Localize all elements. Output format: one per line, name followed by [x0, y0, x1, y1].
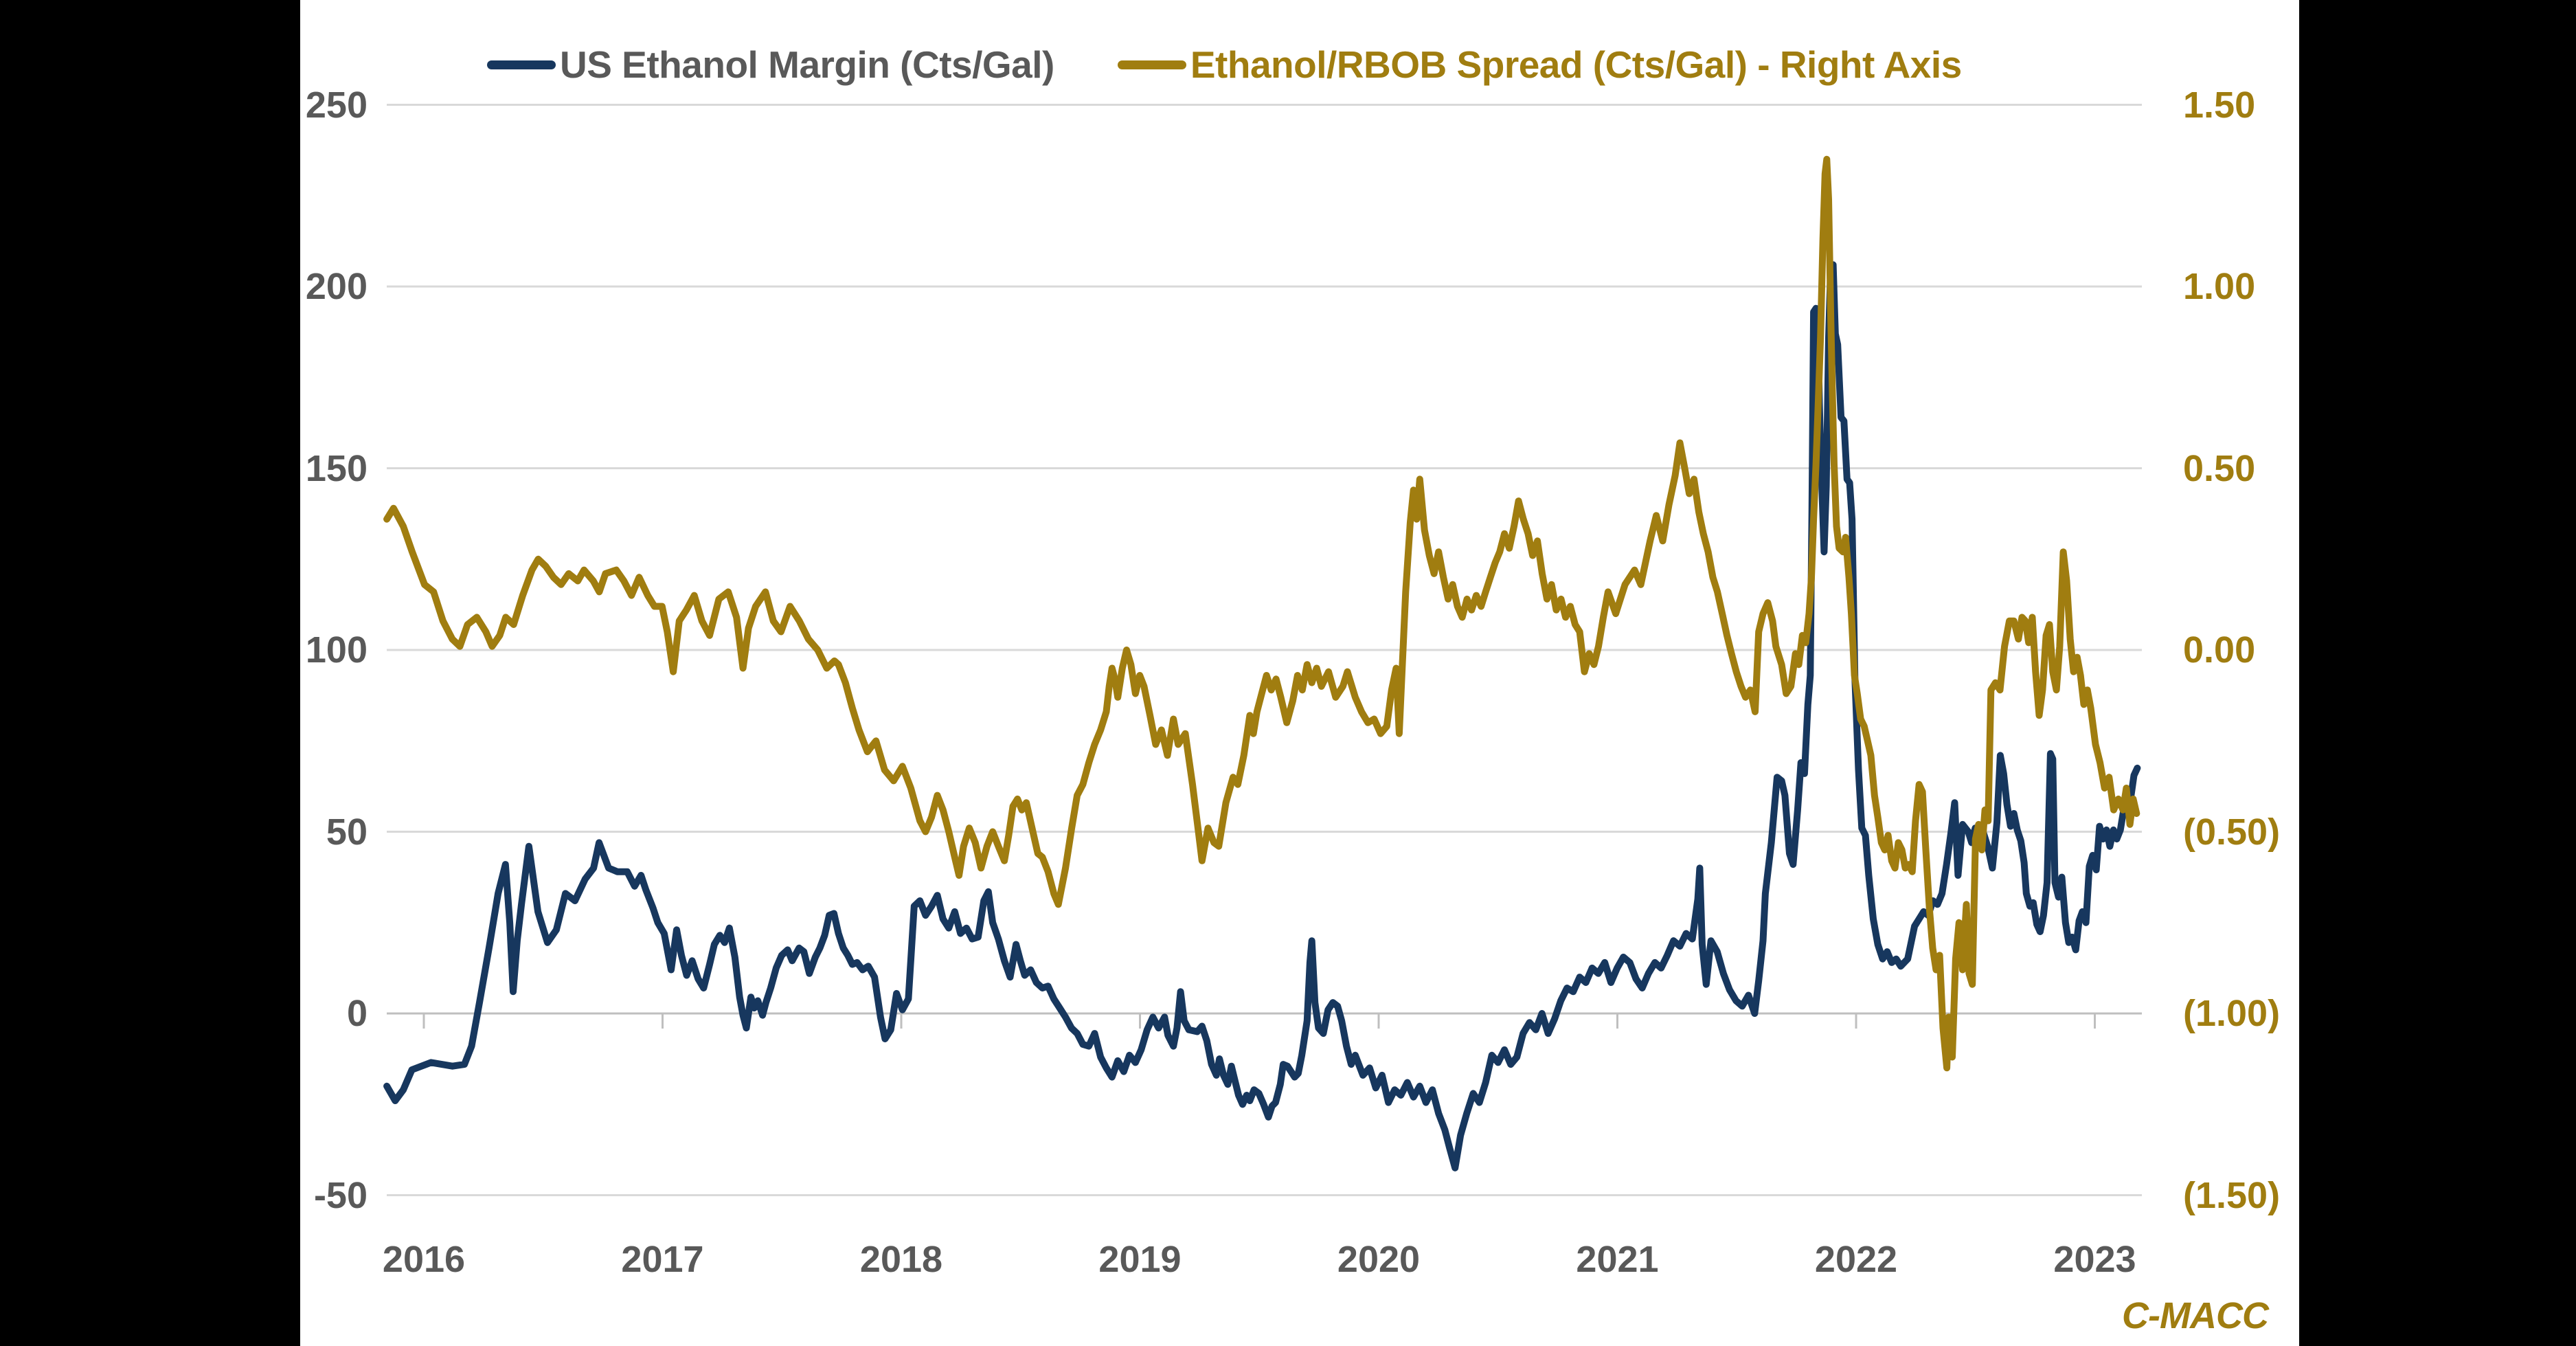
year-label-2019: 2019: [1098, 1239, 1182, 1280]
legend-item-rbob-spread: Ethanol/RBOB Spread (Cts/Gal) - Right Ax…: [1117, 43, 1962, 87]
right-axis-label-1.50: 1.50: [2183, 84, 2256, 126]
gridlines: [387, 104, 2142, 1196]
year-label-2016: 2016: [382, 1239, 466, 1280]
watermark-cmacc: C-MACC: [2122, 1295, 2269, 1336]
legend-label-rbob-spread: Ethanol/RBOB Spread (Cts/Gal) - Right Ax…: [1190, 43, 1962, 86]
right-axis-label-0.50: 0.50: [2183, 447, 2256, 489]
left-axis-label-100: 100: [305, 629, 368, 671]
year-label-2023: 2023: [2053, 1239, 2136, 1280]
legend-label-ethanol-margin: US Ethanol Margin (Cts/Gal): [560, 43, 1054, 86]
left-axis-label--50: -50: [313, 1174, 368, 1216]
right-axis-label-1.00: 1.00: [2183, 266, 2256, 307]
left-axis-label-250: 250: [305, 84, 368, 126]
year-label-2021: 2021: [1576, 1239, 1659, 1280]
series-line-ethanol-margin: [383, 261, 2141, 1171]
legend-item-ethanol-margin: US Ethanol Margin (Cts/Gal): [487, 43, 1054, 87]
left-axis-label-0: 0: [346, 993, 368, 1034]
legend: US Ethanol Margin (Cts/Gal) Ethanol/RBOB…: [487, 43, 1962, 87]
right-axis-label-0.00: 0.00: [2183, 629, 2256, 671]
year-label-2018: 2018: [859, 1239, 943, 1280]
navy-line-marker-icon: [487, 60, 556, 69]
right-axis-label-(0.50): (0.50): [2183, 811, 2281, 853]
year-label-2017: 2017: [621, 1239, 704, 1280]
series-line-rbob-spread: [383, 155, 2140, 1072]
series-lines: [383, 155, 2141, 1171]
x-axis-ticks: [422, 1013, 2096, 1029]
left-axis-label-50: 50: [326, 811, 368, 853]
left-axis-label-150: 150: [305, 447, 368, 489]
year-label-2022: 2022: [1814, 1239, 1898, 1280]
gold-line-marker-icon: [1117, 60, 1186, 69]
year-label-2020: 2020: [1337, 1239, 1421, 1280]
left-axis-label-200: 200: [305, 266, 368, 307]
right-axis-label-(1.50): (1.50): [2183, 1174, 2281, 1216]
right-axis-label-(1.00): (1.00): [2183, 993, 2281, 1034]
